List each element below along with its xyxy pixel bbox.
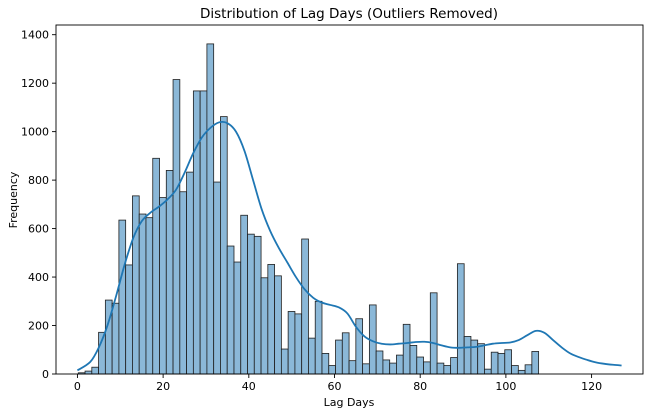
histogram-bar	[423, 361, 431, 375]
histogram-bar	[396, 354, 404, 375]
histogram-bar	[497, 352, 506, 375]
histogram-bar	[294, 313, 303, 375]
histogram-bar	[511, 365, 519, 375]
histogram-bar	[233, 261, 242, 375]
histogram-bar	[172, 79, 181, 375]
histogram-bar	[335, 339, 343, 375]
x-tick-label: 120	[581, 380, 602, 393]
histogram-bar	[490, 351, 499, 375]
histogram-bar	[436, 362, 445, 375]
histogram-bar	[416, 356, 424, 375]
histogram-bar	[226, 245, 235, 375]
histogram-bar	[111, 302, 120, 375]
y-tick-label: 1200	[21, 77, 49, 90]
histogram-bar	[314, 300, 323, 375]
histogram-bar	[287, 311, 296, 375]
histogram-bar	[192, 90, 201, 375]
histogram-bar	[524, 364, 533, 375]
histogram-bar	[138, 213, 147, 375]
y-tick-label: 1400	[21, 29, 49, 42]
histogram-bar	[477, 343, 485, 375]
histogram-bar	[125, 264, 133, 375]
x-tick-label: 100	[495, 380, 516, 393]
y-tick-label: 400	[28, 271, 49, 284]
plot-frame	[55, 24, 644, 375]
histogram-bar	[484, 368, 492, 375]
histogram-bar	[470, 339, 479, 375]
y-tick-label: 1000	[21, 126, 49, 139]
histogram-bar	[280, 348, 289, 375]
x-tick-label: 60	[328, 380, 342, 393]
histogram-bar	[456, 263, 465, 375]
histogram-bar	[402, 323, 411, 375]
histogram-bar	[186, 171, 194, 375]
x-tick-label: 80	[413, 380, 427, 393]
histogram-bar	[308, 337, 316, 375]
histogram-bar	[517, 369, 526, 375]
x-axis-title: Lag Days	[324, 396, 375, 409]
histogram-bar	[504, 349, 512, 375]
y-axis-title: Frequency	[7, 171, 20, 228]
histogram-bar	[362, 363, 370, 375]
histogram-bar	[118, 219, 127, 375]
histogram-bar	[159, 197, 167, 375]
histogram-bar	[328, 365, 336, 375]
histogram-bar	[220, 116, 228, 375]
histogram-bar	[429, 292, 438, 375]
histogram-bar	[253, 235, 262, 375]
histogram-bar	[132, 195, 140, 375]
y-tick-label: 200	[28, 320, 49, 333]
histogram-bar	[247, 233, 255, 375]
y-axis-ticks: 0 200 400 600 800 1000 1200 1400	[21, 29, 56, 381]
histogram-bar	[179, 191, 187, 375]
x-tick-label: 20	[156, 380, 170, 393]
y-tick-label: 600	[28, 223, 49, 236]
chart-title: Distribution of Lag Days (Outliers Remov…	[200, 6, 498, 22]
y-tick-label: 0	[42, 368, 49, 381]
x-tick-label: 40	[242, 380, 256, 393]
histogram-bar	[213, 181, 221, 375]
histogram-bar	[152, 157, 160, 375]
histogram-bar	[450, 357, 458, 375]
histogram-bar	[321, 352, 330, 375]
histogram-bar	[260, 277, 269, 375]
histogram-bar	[348, 360, 357, 375]
histogram-bar	[443, 365, 452, 375]
bars-group	[77, 43, 540, 375]
histogram-bar	[267, 264, 276, 375]
histogram-bar	[274, 275, 282, 375]
histogram-bar	[91, 366, 99, 375]
kde-line	[76, 120, 622, 372]
histogram-bar	[240, 214, 248, 375]
histogram-bar	[301, 238, 309, 375]
histogram-bar	[341, 332, 350, 375]
histogram-bar	[382, 359, 391, 375]
histogram-bar	[389, 362, 397, 375]
histogram-bar	[145, 217, 154, 375]
x-tick-label: 0	[74, 380, 81, 393]
histogram-bar	[165, 170, 174, 375]
histogram-bar	[206, 43, 215, 375]
x-axis-ticks: 0 20 40 60 80 100 120	[74, 374, 602, 393]
histogram-bar	[531, 351, 540, 375]
histogram-bar	[375, 350, 384, 375]
y-tick-label: 800	[28, 174, 49, 187]
histogram-bar	[409, 345, 418, 375]
histogram-bar	[463, 336, 472, 375]
